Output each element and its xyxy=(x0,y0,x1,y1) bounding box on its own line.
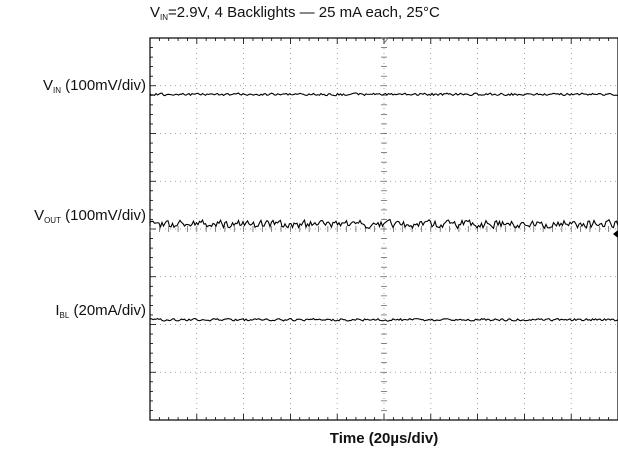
trace-vout xyxy=(149,218,618,230)
trace-ibl xyxy=(149,317,618,322)
series-label-vout: VOUT (100mV/div) xyxy=(34,207,146,225)
level-marker xyxy=(613,230,618,238)
x-axis-label: Time (20µs/div) xyxy=(329,430,439,447)
grid xyxy=(149,37,618,421)
series-label-vin: VIN (100mV/div) xyxy=(42,77,146,95)
chart-title: VIN=2.9V, 4 Backlights — 25 mA each, 25°… xyxy=(150,4,440,22)
trace-vin xyxy=(149,92,618,97)
markers xyxy=(380,36,618,238)
traces xyxy=(149,92,618,322)
trigger-marker xyxy=(380,36,390,43)
series-label-ibl: IBL (20mA/div) xyxy=(55,302,146,320)
